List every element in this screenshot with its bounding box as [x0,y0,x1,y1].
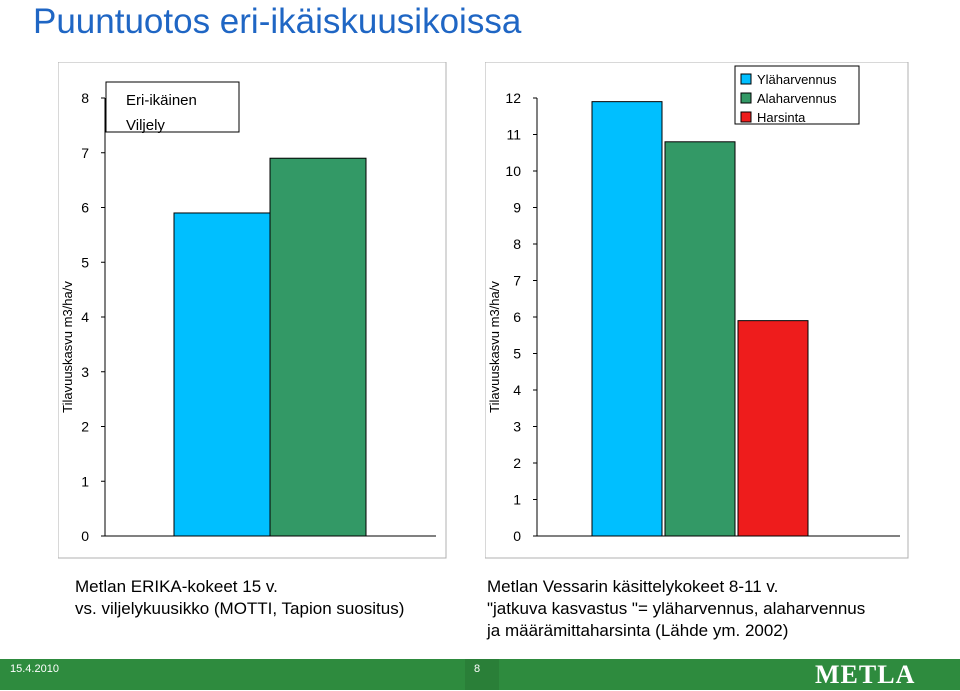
page-title: Puuntuotos eri-ikäiskuusikoissa [33,2,522,41]
bar-ylaharvennus [591,101,663,537]
legend-swatch-harsinta [740,111,752,123]
left-caption-line2: vs. viljelykuusikko (MOTTI, Tapion suosi… [75,599,405,618]
y-tick-label: 5 [81,254,89,270]
metla-logo: METLA [815,660,916,689]
y-axis-label: Tilavuuskasvu m3/ha/v [60,281,75,413]
legend-label-eri_ikainen: Eri-ikäinen [126,92,197,109]
legend-label-viljely: Viljely [126,117,165,134]
right-caption-line1: Metlan Vessarin käsittelykokeet 8-11 v. [487,577,779,596]
y-tick-label: 4 [513,382,521,398]
bar-viljely [269,157,367,537]
y-tick-label: 3 [81,364,89,380]
y-tick-label: 11 [506,127,521,143]
y-tick-label: 0 [81,528,89,544]
y-tick-label: 12 [505,90,521,106]
y-tick-label: 2 [513,455,521,471]
legend-label-harsinta: Harsinta [757,110,806,125]
footer-page-number: 8 [474,663,481,675]
y-tick-label: 7 [513,273,521,289]
footer-page-box [465,659,499,690]
y-tick-label: 6 [513,309,521,325]
bar-harsinta [737,320,809,537]
y-tick-label: 7 [81,145,89,161]
bar-alaharvennus [664,141,736,537]
y-tick-label: 0 [513,528,521,544]
y-tick-label: 9 [513,200,521,216]
y-tick-label: 1 [81,473,89,489]
y-axis-label: Tilavuuskasvu m3/ha/v [487,281,502,413]
y-tick-label: 1 [513,492,521,508]
y-tick-label: 8 [513,236,521,252]
right-caption-line3: ja määrämittaharsinta (Lähde ym. 2002) [487,621,789,640]
right-caption-line2: "jatkuva kasvastus "= yläharvennus, alah… [487,599,866,618]
left-chart: 0 1 2 3 4 5 6 7 8 Tilavuuskasvu m3/ha/v Eri-ikäine… [58,62,447,559]
legend-swatch-alaharvennus [740,92,752,104]
legend-label-alaharvennus: Alaharvennus [757,91,837,106]
bar-eri_ikainen [173,212,271,537]
legend-swatch-ylaharvennus [740,73,752,85]
y-tick-label: 3 [513,419,521,435]
legend-label-ylaharvennus: Yläharvennus [757,72,837,87]
y-tick-label: 2 [81,419,89,435]
y-tick-label: 4 [81,309,89,325]
legend-box [105,81,240,133]
y-tick-label: 5 [513,346,521,362]
y-tick-label: 6 [81,200,89,216]
footer-date: 15.4.2010 [10,663,59,675]
left-caption-line1: Metlan ERIKA-kokeet 15 v. [75,577,278,596]
legend-box [734,65,860,125]
y-tick-label: 8 [81,90,89,106]
y-tick-label: 10 [505,163,521,179]
